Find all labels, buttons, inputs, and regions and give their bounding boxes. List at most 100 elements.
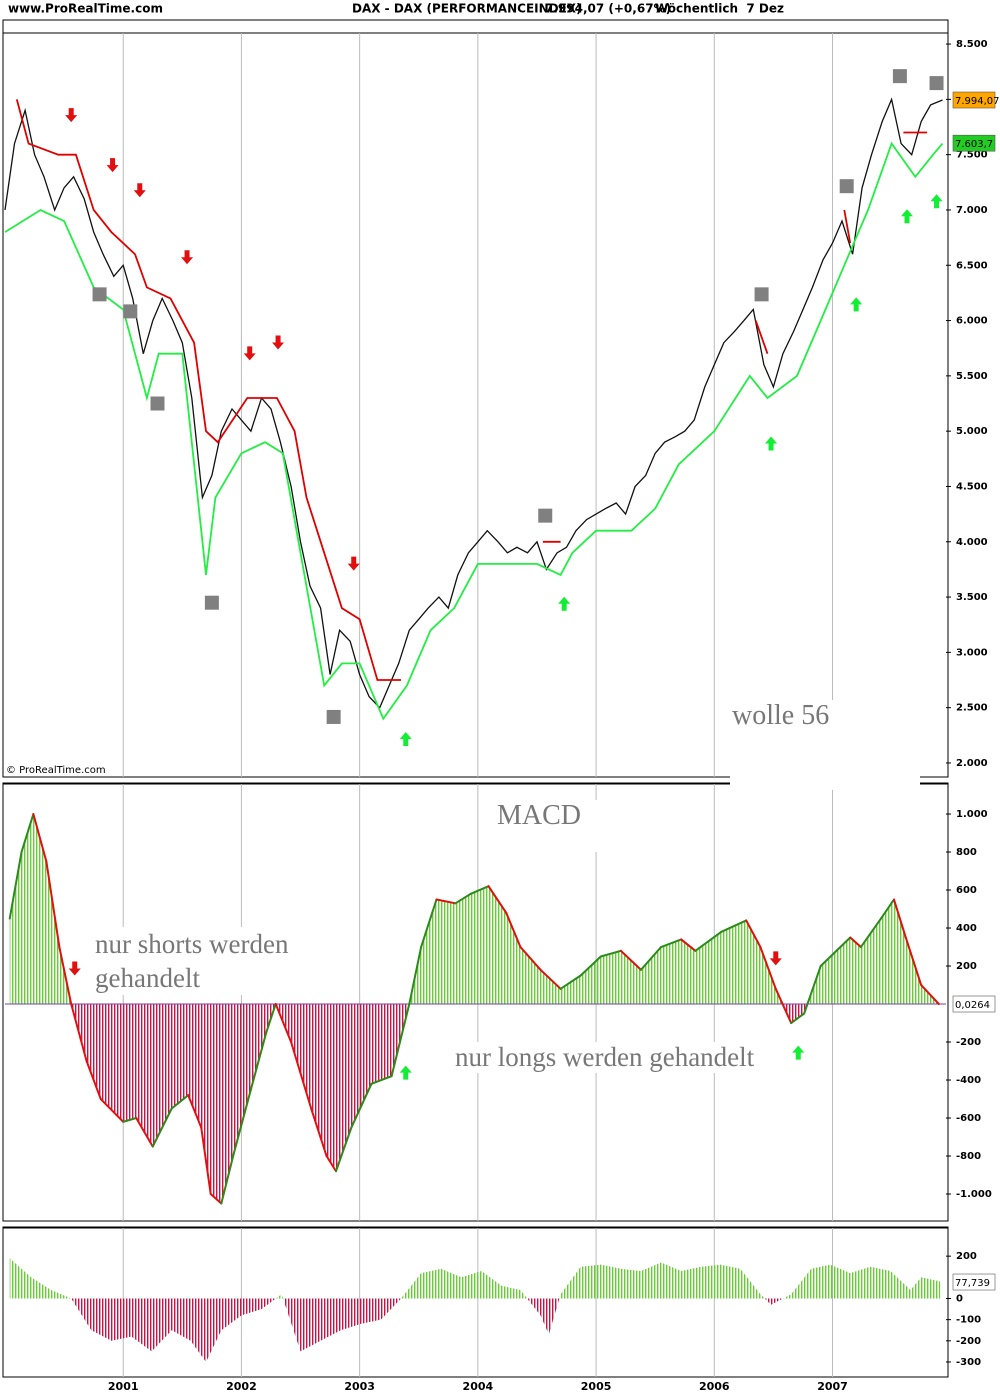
annotation: nur shorts werden gehandelt: [95, 927, 325, 995]
macd-segment: [170, 1094, 190, 1110]
up-arrow: [765, 436, 778, 451]
down-arrow: [65, 108, 78, 123]
macd-segment: [539, 968, 562, 990]
y-tick-label: 2.000: [956, 758, 988, 769]
down-arrow: [347, 556, 360, 571]
instrument: DAX - DAX (PERFORMANCEINDEX): [352, 2, 582, 16]
line-series: [4, 141, 944, 721]
up-arrow: [399, 731, 412, 746]
y-tick-label: -200: [956, 1336, 981, 1347]
macd-segment: [99, 1098, 125, 1123]
macd-segment: [892, 898, 907, 939]
histogram-area: [9, 1298, 941, 1362]
macd-segment: [819, 936, 852, 968]
macd-segment: [904, 936, 923, 987]
y-tick-label: 1.000: [956, 809, 988, 820]
macd-segment: [519, 946, 542, 971]
up-arrow: [558, 596, 571, 611]
y-tick-label: 5.500: [956, 371, 988, 382]
y-tick-label: -100: [956, 1315, 981, 1326]
up-arrow: [900, 209, 913, 224]
value-badge: [952, 1273, 996, 1291]
up-arrow: [930, 194, 943, 209]
y-tick-label: 800: [956, 847, 977, 858]
macd-segment: [325, 1155, 338, 1173]
y-tick-label: 600: [956, 885, 977, 896]
quote: 7.994,07 (+0,67%): [545, 2, 671, 16]
down-arrow: [68, 961, 81, 976]
macd-segment: [920, 984, 940, 1006]
x-tick-label: 2006: [699, 1380, 730, 1393]
y-tick-label: -400: [956, 1075, 981, 1086]
macd-segment: [310, 1107, 328, 1158]
macd-segment: [265, 1003, 277, 1034]
value-badge-label: 7.994,07: [955, 96, 1000, 107]
y-tick-label: 6.000: [956, 316, 988, 327]
macd-segment: [559, 974, 582, 990]
macd-segment: [135, 1117, 154, 1148]
y-tick-label: 3.500: [956, 592, 988, 603]
macd-segment: [350, 1082, 373, 1129]
macd-segment: [200, 1126, 212, 1196]
note: wolle 56: [730, 700, 920, 790]
x-tick-label: 2004: [463, 1380, 494, 1393]
macd-segment: [420, 898, 438, 949]
macd-segment: [879, 898, 895, 920]
macd-segment: [151, 1107, 173, 1148]
x-tick-label: 2005: [581, 1380, 612, 1393]
macd-segment: [58, 946, 73, 1006]
y-tick-label: 3.000: [956, 647, 988, 658]
macd-segment: [209, 1193, 223, 1205]
macd-segment: [8, 851, 23, 920]
period: Wöchentlich 7 Dez: [655, 2, 784, 16]
y-tick-label: 7.000: [956, 205, 988, 216]
up-arrow: [792, 1045, 805, 1060]
macd-segment: [335, 1126, 353, 1173]
down-arrow: [133, 183, 146, 198]
signal-square: [929, 76, 944, 91]
x-tick-label: 2001: [108, 1380, 139, 1393]
macd-segment: [774, 987, 793, 1025]
signal-square: [892, 69, 907, 84]
x-tick-label: 2003: [344, 1380, 375, 1393]
macd-segment: [790, 1012, 806, 1025]
value-badge: [952, 995, 996, 1013]
histogram-area: [71, 1004, 808, 1204]
y-tick-label: 200: [956, 961, 977, 972]
panel-title: MACD: [497, 800, 665, 852]
macd-segment: [803, 965, 822, 1015]
macd-segment: [70, 1003, 88, 1063]
y-tick-label: -1.000: [956, 1189, 992, 1200]
macd-segment: [220, 1155, 235, 1205]
macd-segment: [249, 1031, 268, 1091]
panel-frame: [2, 19, 949, 778]
down-arrow: [769, 951, 782, 966]
macd-segment: [720, 919, 748, 933]
macd-segment: [122, 1117, 138, 1123]
y-tick-label: -200: [956, 1037, 981, 1048]
line-series: [4, 97, 943, 709]
down-arrow: [272, 335, 285, 350]
macd-segment: [85, 1060, 102, 1101]
macd-segment: [390, 1003, 411, 1078]
site: www.ProRealTime.com: [8, 2, 163, 16]
up-arrow: [850, 297, 863, 312]
histogram-area: [9, 1258, 941, 1299]
y-tick-label: -800: [956, 1151, 981, 1162]
y-tick-label: 2.500: [956, 703, 988, 714]
macd-segment: [859, 917, 882, 949]
down-arrow: [181, 250, 194, 265]
macd-segment: [505, 911, 522, 949]
down-arrow: [243, 346, 256, 361]
macd-segment: [487, 885, 508, 914]
macd-segment: [20, 813, 35, 854]
macd-segment: [849, 936, 862, 949]
macd-segment: [745, 919, 762, 949]
y-tick-label: -300: [956, 1357, 981, 1368]
line-series: [15, 99, 928, 681]
signal-square: [754, 287, 769, 302]
macd-segment: [274, 1003, 293, 1044]
value-badge-label: 7.603,7: [955, 139, 993, 150]
macd-segment: [619, 949, 643, 971]
